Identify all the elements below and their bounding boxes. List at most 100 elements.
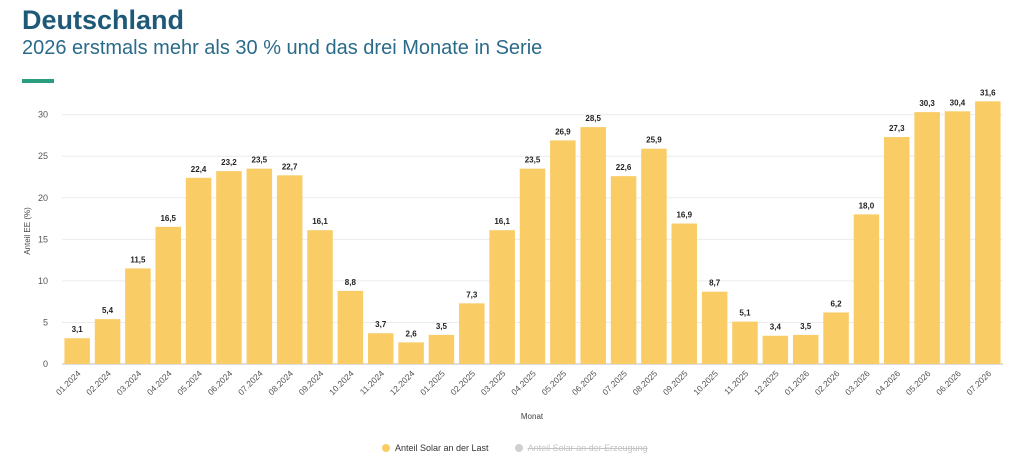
data-label: 3,5 — [800, 322, 812, 331]
bar — [944, 111, 971, 364]
data-label: 23,5 — [252, 156, 268, 165]
bar — [550, 140, 576, 364]
bar — [884, 137, 910, 364]
x-tick-label: 12.2024 — [388, 368, 417, 397]
x-tick-label: 01.2025 — [418, 368, 447, 397]
x-tick-label: 06.2026 — [934, 368, 963, 397]
data-label: 3,5 — [436, 322, 448, 331]
legend-label: Anteil Solar an der Erzeugung — [527, 443, 648, 453]
y-tick-label: 5 — [43, 317, 48, 327]
bar — [671, 223, 698, 364]
bar — [580, 127, 606, 364]
data-label: 23,5 — [525, 156, 541, 165]
x-tick-label: 02.2025 — [448, 368, 477, 397]
bar — [367, 333, 394, 364]
x-tick-label: 08.2025 — [631, 368, 660, 397]
page-title: Deutschland — [22, 5, 185, 35]
bar — [94, 319, 121, 364]
y-tick-label: 20 — [38, 193, 48, 203]
x-tick-label: 04.2026 — [873, 368, 902, 397]
x-tick-label: 12.2025 — [752, 368, 781, 397]
x-tick-label: 07.2024 — [236, 368, 265, 397]
data-label: 28,5 — [585, 114, 601, 123]
bar — [337, 290, 364, 364]
data-label: 3,1 — [72, 325, 84, 334]
data-label: 31,6 — [980, 88, 996, 97]
data-label: 22,4 — [191, 165, 207, 174]
bar — [975, 101, 1001, 364]
bar-chart: 0 5 10 15 20 25 30 Anteil EE (%) 3,1 01.2024 5,4 02… — [23, 88, 1003, 421]
legend-item-solar-erzeugung[interactable]: Anteil Solar an der Erzeugung — [514, 443, 648, 453]
legend-label: Anteil Solar an der Last — [395, 443, 489, 453]
x-tick-label: 04.2025 — [509, 368, 538, 397]
bar — [64, 338, 90, 364]
y-tick-label: 15 — [38, 234, 48, 244]
title-accent-line — [22, 79, 54, 83]
data-label: 16,1 — [494, 217, 510, 226]
x-tick-label: 03.2024 — [114, 368, 143, 397]
bar — [610, 176, 637, 364]
chart-legend: Anteil Solar an der Last Anteil Solar an… — [382, 443, 648, 453]
x-tick-label: 07.2025 — [600, 368, 629, 397]
bar — [398, 342, 424, 364]
bar — [155, 226, 181, 364]
x-tick-label: 02.2026 — [813, 368, 842, 397]
data-label: 22,6 — [616, 163, 632, 172]
x-tick-label: 03.2026 — [843, 368, 872, 397]
x-tick-label: 10.2025 — [691, 368, 720, 397]
y-axis-label: Anteil EE (%) — [23, 207, 32, 255]
data-label: 16,5 — [160, 214, 176, 223]
data-label: 8,7 — [709, 279, 721, 288]
legend-marker-icon — [514, 444, 523, 452]
bar — [701, 291, 728, 364]
bar — [459, 303, 485, 364]
bar — [216, 171, 242, 364]
bar — [732, 321, 758, 364]
x-tick-label: 06.2024 — [206, 368, 235, 397]
y-tick-label: 10 — [38, 276, 48, 286]
x-tick-label: 09.2025 — [661, 368, 690, 397]
legend-item-solar-last[interactable]: Anteil Solar an der Last — [382, 443, 489, 453]
x-tick-label: 05.2026 — [904, 368, 933, 397]
bar — [276, 175, 303, 364]
x-tick-label: 10.2024 — [327, 368, 356, 397]
x-tick-label: 09.2024 — [297, 368, 326, 397]
data-label: 5,1 — [739, 309, 751, 318]
data-label: 7,3 — [466, 290, 478, 299]
bar — [641, 148, 667, 364]
x-tick-label: 01.2024 — [54, 368, 83, 397]
bar — [853, 214, 880, 364]
legend-marker-icon — [382, 444, 390, 452]
x-tick-label: 05.2025 — [539, 368, 568, 397]
data-label: 3,7 — [375, 320, 387, 329]
x-tick-label: 03.2025 — [479, 368, 508, 397]
y-tick-label: 25 — [38, 151, 48, 161]
data-label: 8,8 — [345, 278, 357, 287]
data-label: 27,3 — [889, 124, 905, 133]
x-tick-label: 05.2024 — [175, 368, 204, 397]
bar — [762, 335, 789, 364]
data-label: 11,5 — [130, 255, 146, 264]
bar — [519, 168, 546, 364]
x-tick-label: 02.2024 — [84, 368, 113, 397]
x-tick-label: 08.2024 — [266, 368, 295, 397]
x-tick-label: 11.2024 — [358, 368, 387, 397]
x-axis-label: Monat — [521, 412, 544, 421]
data-label: 3,4 — [770, 323, 782, 332]
x-tick-label: 07.2026 — [964, 368, 993, 397]
bar — [823, 312, 849, 364]
data-label: 25,9 — [646, 136, 662, 145]
data-label: 16,9 — [676, 211, 692, 220]
data-label: 30,4 — [950, 98, 966, 107]
x-tick-label: 06.2025 — [570, 368, 599, 397]
bar — [792, 334, 819, 364]
data-label: 23,2 — [221, 158, 237, 167]
data-label: 16,1 — [312, 217, 328, 226]
bar — [489, 230, 515, 364]
bar — [246, 168, 273, 364]
data-label: 18,0 — [859, 201, 875, 210]
data-label: 6,2 — [830, 299, 842, 308]
data-label: 30,3 — [919, 99, 935, 108]
bar — [307, 230, 333, 364]
x-tick-label: 11.2025 — [722, 368, 751, 397]
